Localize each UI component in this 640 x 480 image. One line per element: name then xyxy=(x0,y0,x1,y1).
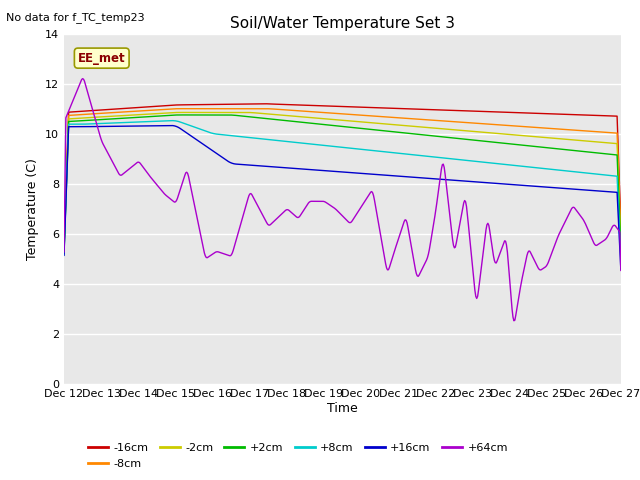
+16cm xyxy=(433,176,440,182)
+8cm xyxy=(389,150,397,156)
-8cm xyxy=(480,121,488,127)
Line: +2cm: +2cm xyxy=(64,115,621,253)
-2cm xyxy=(480,130,488,135)
-8cm xyxy=(389,115,397,120)
+64cm xyxy=(480,242,488,248)
-16cm xyxy=(389,106,397,111)
-16cm xyxy=(159,103,166,108)
X-axis label: Time: Time xyxy=(327,402,358,415)
+8cm xyxy=(480,159,488,165)
-8cm xyxy=(204,106,212,111)
+8cm xyxy=(159,118,166,124)
-16cm xyxy=(204,102,211,108)
+64cm xyxy=(433,201,440,206)
+16cm xyxy=(313,167,321,173)
+2cm xyxy=(204,112,212,118)
+8cm xyxy=(168,118,175,123)
-16cm xyxy=(617,220,625,226)
-2cm xyxy=(60,249,68,254)
+64cm xyxy=(60,249,68,255)
Line: +64cm: +64cm xyxy=(64,79,621,321)
-16cm xyxy=(480,108,488,114)
-2cm xyxy=(389,122,397,128)
Y-axis label: Temperature (C): Temperature (C) xyxy=(26,158,40,260)
-8cm xyxy=(159,107,166,112)
-8cm xyxy=(60,247,68,252)
+16cm xyxy=(204,145,212,151)
+2cm xyxy=(313,121,321,127)
+64cm xyxy=(617,267,625,273)
+64cm xyxy=(159,190,167,196)
+2cm xyxy=(60,250,68,256)
-2cm xyxy=(617,237,625,243)
+8cm xyxy=(433,155,440,160)
+8cm xyxy=(204,129,212,135)
+16cm xyxy=(60,252,68,258)
+2cm xyxy=(480,138,488,144)
+2cm xyxy=(433,133,440,139)
+16cm xyxy=(167,123,175,129)
-16cm xyxy=(260,101,268,107)
-8cm xyxy=(617,231,625,237)
-16cm xyxy=(313,103,321,108)
Line: -16cm: -16cm xyxy=(64,104,621,248)
-16cm xyxy=(433,107,440,113)
-2cm xyxy=(313,115,321,121)
Legend: -16cm, -8cm, -2cm, +2cm, +8cm, +16cm, +64cm: -16cm, -8cm, -2cm, +2cm, +8cm, +16cm, +6… xyxy=(83,439,512,473)
-2cm xyxy=(204,109,212,115)
+8cm xyxy=(60,251,68,257)
Text: EE_met: EE_met xyxy=(78,52,125,65)
-16cm xyxy=(60,245,68,251)
+2cm xyxy=(159,113,166,119)
Line: +16cm: +16cm xyxy=(64,126,621,269)
Title: Soil/Water Temperature Set 3: Soil/Water Temperature Set 3 xyxy=(230,16,455,31)
+2cm xyxy=(177,112,184,118)
+8cm xyxy=(617,257,625,263)
-8cm xyxy=(433,118,440,123)
+64cm xyxy=(313,198,321,204)
Line: -2cm: -2cm xyxy=(64,112,621,252)
-8cm xyxy=(313,109,321,115)
+8cm xyxy=(313,142,321,147)
+2cm xyxy=(389,129,397,134)
+2cm xyxy=(617,244,625,250)
-2cm xyxy=(159,110,166,116)
+16cm xyxy=(159,123,166,129)
+64cm xyxy=(79,76,86,82)
+64cm xyxy=(204,254,212,260)
+64cm xyxy=(510,318,518,324)
+16cm xyxy=(480,180,488,185)
Text: No data for f_TC_temp23: No data for f_TC_temp23 xyxy=(6,12,145,23)
Line: -8cm: -8cm xyxy=(64,108,621,250)
-2cm xyxy=(433,125,440,131)
+64cm xyxy=(389,252,397,258)
-8cm xyxy=(177,106,184,111)
-2cm xyxy=(177,109,184,115)
+16cm xyxy=(389,173,397,179)
Line: +8cm: +8cm xyxy=(64,120,621,260)
+16cm xyxy=(617,266,625,272)
